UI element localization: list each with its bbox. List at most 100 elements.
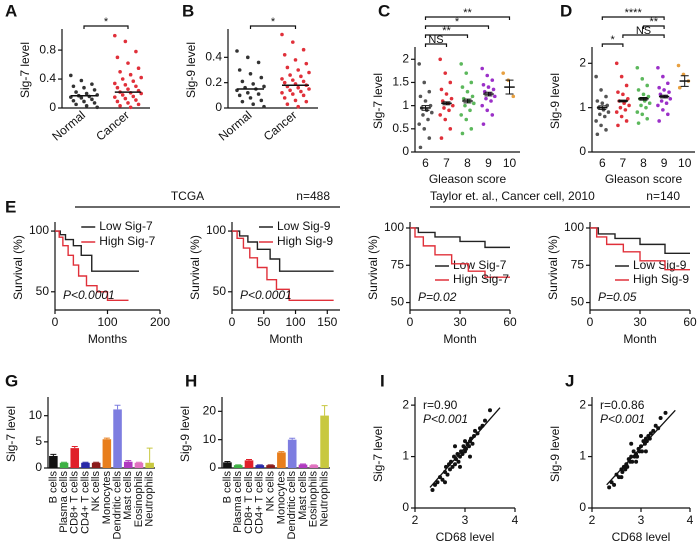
data-point	[651, 428, 656, 433]
legend-label: Low Sig-7	[453, 258, 507, 272]
x-axis-label: Months	[88, 332, 127, 346]
significance-bracket	[249, 25, 297, 29]
x-tick-label: Cancer	[93, 108, 132, 144]
bar	[81, 462, 90, 468]
y-tick-label: 75	[391, 257, 405, 271]
data-point	[653, 423, 658, 428]
error-bar	[300, 463, 306, 465]
survival-curve	[55, 230, 129, 301]
data-point	[304, 61, 309, 66]
data-point	[90, 97, 94, 102]
data-point	[631, 449, 636, 454]
data-point	[600, 101, 605, 106]
data-point	[448, 467, 452, 472]
data-point	[468, 454, 472, 459]
significance-label: *	[271, 16, 276, 28]
x-tick-label: 9	[485, 156, 492, 170]
data-point	[619, 475, 624, 480]
survival-curve	[232, 230, 334, 301]
data-point	[256, 60, 261, 65]
bar	[91, 462, 101, 468]
data-point	[293, 58, 298, 62]
y-axis-label: Sig-7 level	[4, 406, 18, 462]
data-point	[448, 127, 453, 131]
data-point	[459, 62, 464, 66]
error-bar	[61, 461, 68, 463]
data-point	[607, 485, 612, 490]
significance-label: *	[104, 16, 109, 28]
panel-letter: C	[378, 1, 390, 20]
x-tick-label: 0	[52, 315, 59, 329]
data-point	[417, 62, 422, 66]
survival-curve	[590, 227, 690, 255]
x-tick-label: CD8+ T cells	[243, 471, 255, 534]
data-point	[240, 99, 245, 104]
data-point	[453, 444, 457, 449]
data-point	[639, 434, 643, 438]
x-tick-label: 6	[422, 156, 429, 170]
y-tick-label: 0.4	[39, 71, 56, 85]
significance-bracket	[424, 34, 469, 38]
data-point	[139, 75, 143, 80]
data-point	[280, 32, 284, 37]
data-point	[664, 101, 669, 106]
x-tick-label: 100	[286, 315, 306, 329]
data-point	[464, 117, 469, 122]
x-tick-label: 7	[443, 156, 450, 170]
data-point	[262, 104, 266, 109]
bar	[244, 460, 254, 468]
significance-bracket	[424, 16, 511, 20]
x-axis-label: Month	[443, 332, 476, 346]
y-axis-label: Sig-9 level	[178, 406, 192, 462]
data-point	[74, 102, 78, 107]
significance-label: ****	[625, 7, 643, 19]
r-value: r=0.90	[423, 398, 458, 412]
data-point	[661, 74, 665, 79]
data-point	[423, 99, 428, 103]
p-value: P<0.001	[423, 412, 468, 426]
y-axis-label: Sig-9 level	[548, 426, 562, 482]
data-point	[659, 99, 664, 103]
data-point	[656, 103, 660, 108]
data-point	[301, 79, 306, 84]
data-point	[483, 418, 487, 423]
data-point	[285, 65, 290, 70]
y-axis-label: Survival (%)	[366, 235, 380, 300]
error-bar	[505, 79, 514, 95]
data-point	[634, 459, 639, 464]
data-point	[438, 113, 443, 117]
data-point	[480, 66, 485, 71]
y-tick-label: 0	[402, 144, 409, 158]
error-bar	[246, 459, 252, 461]
significance-bracket	[601, 43, 624, 47]
panel-letter: G	[5, 371, 18, 390]
y-axis-label: Survival (%)	[11, 235, 25, 300]
data-point	[439, 136, 444, 140]
x-tick-label: 10	[678, 156, 692, 170]
error-bar	[680, 75, 689, 87]
bar	[277, 452, 286, 468]
y-axis-label: Sig-7 level	[371, 426, 385, 482]
x-tick-label: NK cells	[90, 471, 102, 512]
bar	[298, 464, 308, 468]
data-point	[658, 416, 663, 420]
x-tick-label: 30	[453, 315, 467, 329]
p-value: P=0.02	[418, 290, 457, 304]
data-point	[296, 104, 301, 109]
x-tick-label: Plasma cells	[58, 471, 70, 533]
y-axis-label: Sig-7 level	[371, 73, 385, 129]
x-tick-label: Eosinophils	[133, 471, 145, 528]
data-point	[614, 110, 619, 114]
bar	[287, 439, 297, 468]
x-tick-label: 4	[687, 513, 694, 527]
data-point	[418, 145, 423, 150]
data-point	[291, 40, 295, 44]
data-point	[84, 91, 89, 96]
y-tick-label: 50	[571, 295, 585, 309]
survival-curve	[232, 230, 334, 272]
x-tick-label: Neutrophils	[319, 471, 331, 527]
data-point	[288, 88, 292, 93]
data-point	[488, 408, 492, 413]
bar	[255, 465, 265, 468]
data-point	[282, 80, 287, 85]
